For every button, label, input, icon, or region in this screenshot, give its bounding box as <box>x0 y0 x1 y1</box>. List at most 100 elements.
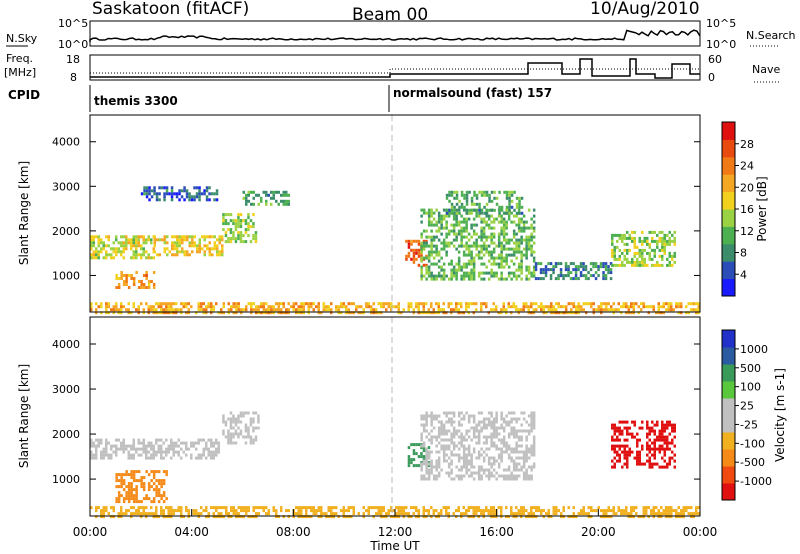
data-cell <box>195 311 198 315</box>
data-cell <box>473 193 476 197</box>
data-cell <box>122 447 125 451</box>
data-cell <box>422 229 426 233</box>
data-cell <box>140 280 143 283</box>
data-cell <box>643 462 646 466</box>
data-cell <box>530 305 533 309</box>
data-cell <box>412 464 416 468</box>
data-cell <box>472 414 476 418</box>
data-cell <box>447 277 451 281</box>
data-cell <box>483 190 486 194</box>
data-cell <box>147 283 151 286</box>
data-cell <box>602 271 605 275</box>
data-cell <box>427 438 431 442</box>
data-cell <box>442 277 446 281</box>
data-cell <box>515 305 518 309</box>
data-cell <box>487 223 491 227</box>
data-cell <box>155 308 158 312</box>
data-cell <box>505 223 508 227</box>
data-cell <box>555 512 558 516</box>
data-cell <box>137 506 140 510</box>
data-cell <box>525 474 528 478</box>
noise-search-label: N.Search <box>746 29 796 42</box>
data-cell <box>485 305 488 309</box>
data-cell <box>495 444 498 448</box>
data-cell <box>425 450 428 454</box>
data-cell <box>90 302 93 306</box>
data-cell <box>122 441 125 445</box>
data-cell <box>422 441 426 445</box>
data-cell <box>172 308 175 312</box>
data-cell <box>455 232 458 236</box>
data-cell <box>510 277 513 281</box>
data-cell <box>92 456 95 460</box>
data-cell <box>517 226 521 230</box>
data-cell <box>317 302 320 306</box>
data-cell <box>222 429 225 433</box>
data-cell <box>623 447 626 451</box>
data-cell <box>340 509 343 513</box>
data-cell <box>525 456 528 460</box>
data-cell <box>442 444 446 448</box>
data-cell <box>372 311 375 315</box>
data-cell <box>562 305 565 309</box>
data-cell <box>420 414 423 418</box>
data-cell <box>646 236 649 240</box>
data-cell <box>425 311 428 315</box>
data-cell <box>160 479 163 483</box>
data-cell <box>244 423 248 427</box>
data-cell <box>200 302 203 306</box>
data-cell <box>405 254 408 258</box>
data-cell <box>467 429 471 433</box>
data-cell <box>450 259 453 263</box>
data-cell <box>522 223 526 227</box>
data-cell <box>270 190 273 194</box>
data-cell <box>112 450 115 454</box>
data-cell <box>170 438 173 442</box>
data-cell <box>252 417 255 421</box>
data-cell <box>633 251 636 255</box>
data-cell <box>432 509 435 513</box>
data-cell <box>557 262 560 266</box>
data-cell <box>597 268 600 272</box>
colorbar-cell <box>722 226 735 245</box>
data-cell <box>490 262 493 266</box>
data-cell <box>420 477 423 481</box>
data-cell <box>562 274 565 278</box>
data-cell <box>500 214 503 218</box>
data-cell <box>457 302 460 306</box>
data-cell <box>641 263 644 267</box>
data-cell <box>254 234 258 238</box>
data-cell <box>177 308 180 312</box>
data-cell <box>445 226 448 230</box>
data-cell <box>617 506 620 510</box>
data-cell <box>237 506 240 510</box>
data-cell <box>594 265 598 269</box>
data-cell <box>197 302 200 306</box>
data-cell <box>607 515 610 519</box>
data-cell <box>695 308 698 312</box>
data-cell <box>505 256 508 260</box>
data-cell <box>542 268 545 272</box>
data-cell <box>515 211 519 215</box>
data-cell <box>208 186 211 190</box>
data-cell <box>475 506 478 510</box>
data-cell <box>520 429 523 433</box>
data-cell <box>572 277 575 281</box>
data-cell <box>175 302 178 306</box>
data-cell <box>135 494 138 498</box>
data-cell <box>437 414 441 418</box>
data-cell <box>167 447 170 451</box>
data-cell <box>247 429 250 433</box>
data-cell <box>620 509 623 513</box>
data-cell <box>163 192 166 196</box>
data-cell <box>662 512 665 516</box>
data-cell <box>392 515 395 519</box>
data-cell <box>465 459 468 463</box>
data-cell <box>525 250 528 254</box>
data-cell <box>687 506 690 510</box>
data-cell <box>115 447 118 451</box>
data-cell <box>262 509 265 513</box>
data-cell <box>490 226 493 230</box>
data-cell <box>183 189 186 193</box>
data-cell <box>502 247 506 251</box>
